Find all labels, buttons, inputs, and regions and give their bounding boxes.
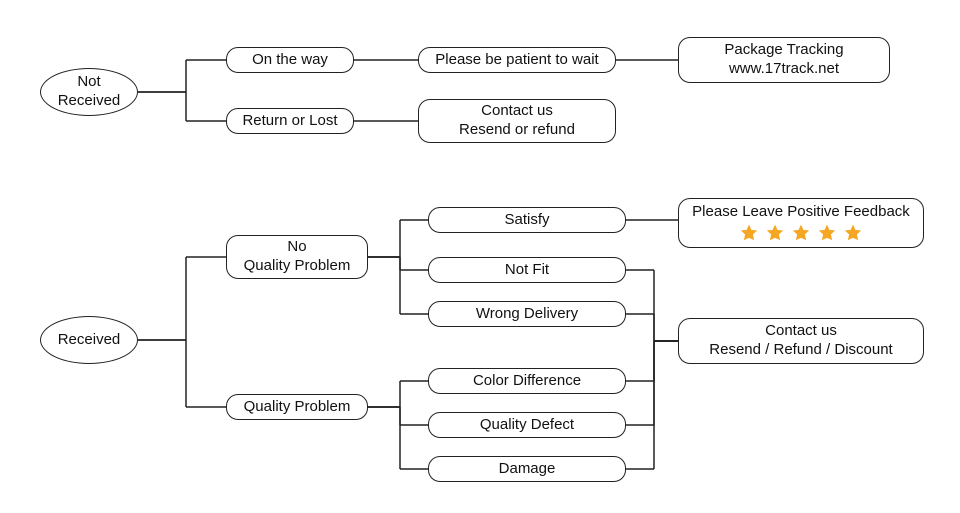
node-not-fit: Not Fit <box>428 257 626 283</box>
node-label: Please be patient to wait <box>435 51 598 70</box>
node-no-quality: NoQuality Problem <box>226 235 368 279</box>
node-on-the-way: On the way <box>226 47 354 73</box>
node-label: Wrong Delivery <box>476 305 578 324</box>
node-return-lost: Return or Lost <box>226 108 354 134</box>
star-icon <box>739 223 759 243</box>
node-label: Satisfy <box>504 211 549 230</box>
node-wrong-delivery: Wrong Delivery <box>428 301 626 327</box>
node-label: Contact us <box>765 322 837 341</box>
node-label: On the way <box>252 51 328 70</box>
star-icon <box>843 223 863 243</box>
node-label: Color Difference <box>473 372 581 391</box>
node-received: Received <box>40 316 138 364</box>
node-label: Not Fit <box>505 261 549 280</box>
star-row <box>739 223 863 243</box>
node-label: Received <box>58 92 121 111</box>
node-label: Return or Lost <box>242 112 337 131</box>
node-quality-problem: Quality Problem <box>226 394 368 420</box>
node-tracking: Package Trackingwww.17track.net <box>678 37 890 83</box>
node-label: Not <box>77 73 100 92</box>
node-satisfy: Satisfy <box>428 207 626 233</box>
node-label: Damage <box>499 460 556 479</box>
node-quality-defect: Quality Defect <box>428 412 626 438</box>
node-label: Resend or refund <box>459 121 575 140</box>
node-label: Resend / Refund / Discount <box>709 341 892 360</box>
node-contact-discount: Contact usResend / Refund / Discount <box>678 318 924 364</box>
node-label: Quality Problem <box>244 257 351 276</box>
node-label: Quality Problem <box>244 398 351 417</box>
node-label: www.17track.net <box>729 60 839 79</box>
node-label: Package Tracking <box>724 41 843 60</box>
node-label: Please Leave Positive Feedback <box>692 203 910 222</box>
node-label: No <box>287 238 306 257</box>
node-contact-resend: Contact usResend or refund <box>418 99 616 143</box>
star-icon <box>791 223 811 243</box>
node-damage: Damage <box>428 456 626 482</box>
node-label: Contact us <box>481 102 553 121</box>
node-please-wait: Please be patient to wait <box>418 47 616 73</box>
node-color-diff: Color Difference <box>428 368 626 394</box>
node-not-received: NotReceived <box>40 68 138 116</box>
node-label: Received <box>58 331 121 350</box>
star-icon <box>765 223 785 243</box>
node-feedback: Please Leave Positive Feedback <box>678 198 924 248</box>
node-label: Quality Defect <box>480 416 574 435</box>
star-icon <box>817 223 837 243</box>
